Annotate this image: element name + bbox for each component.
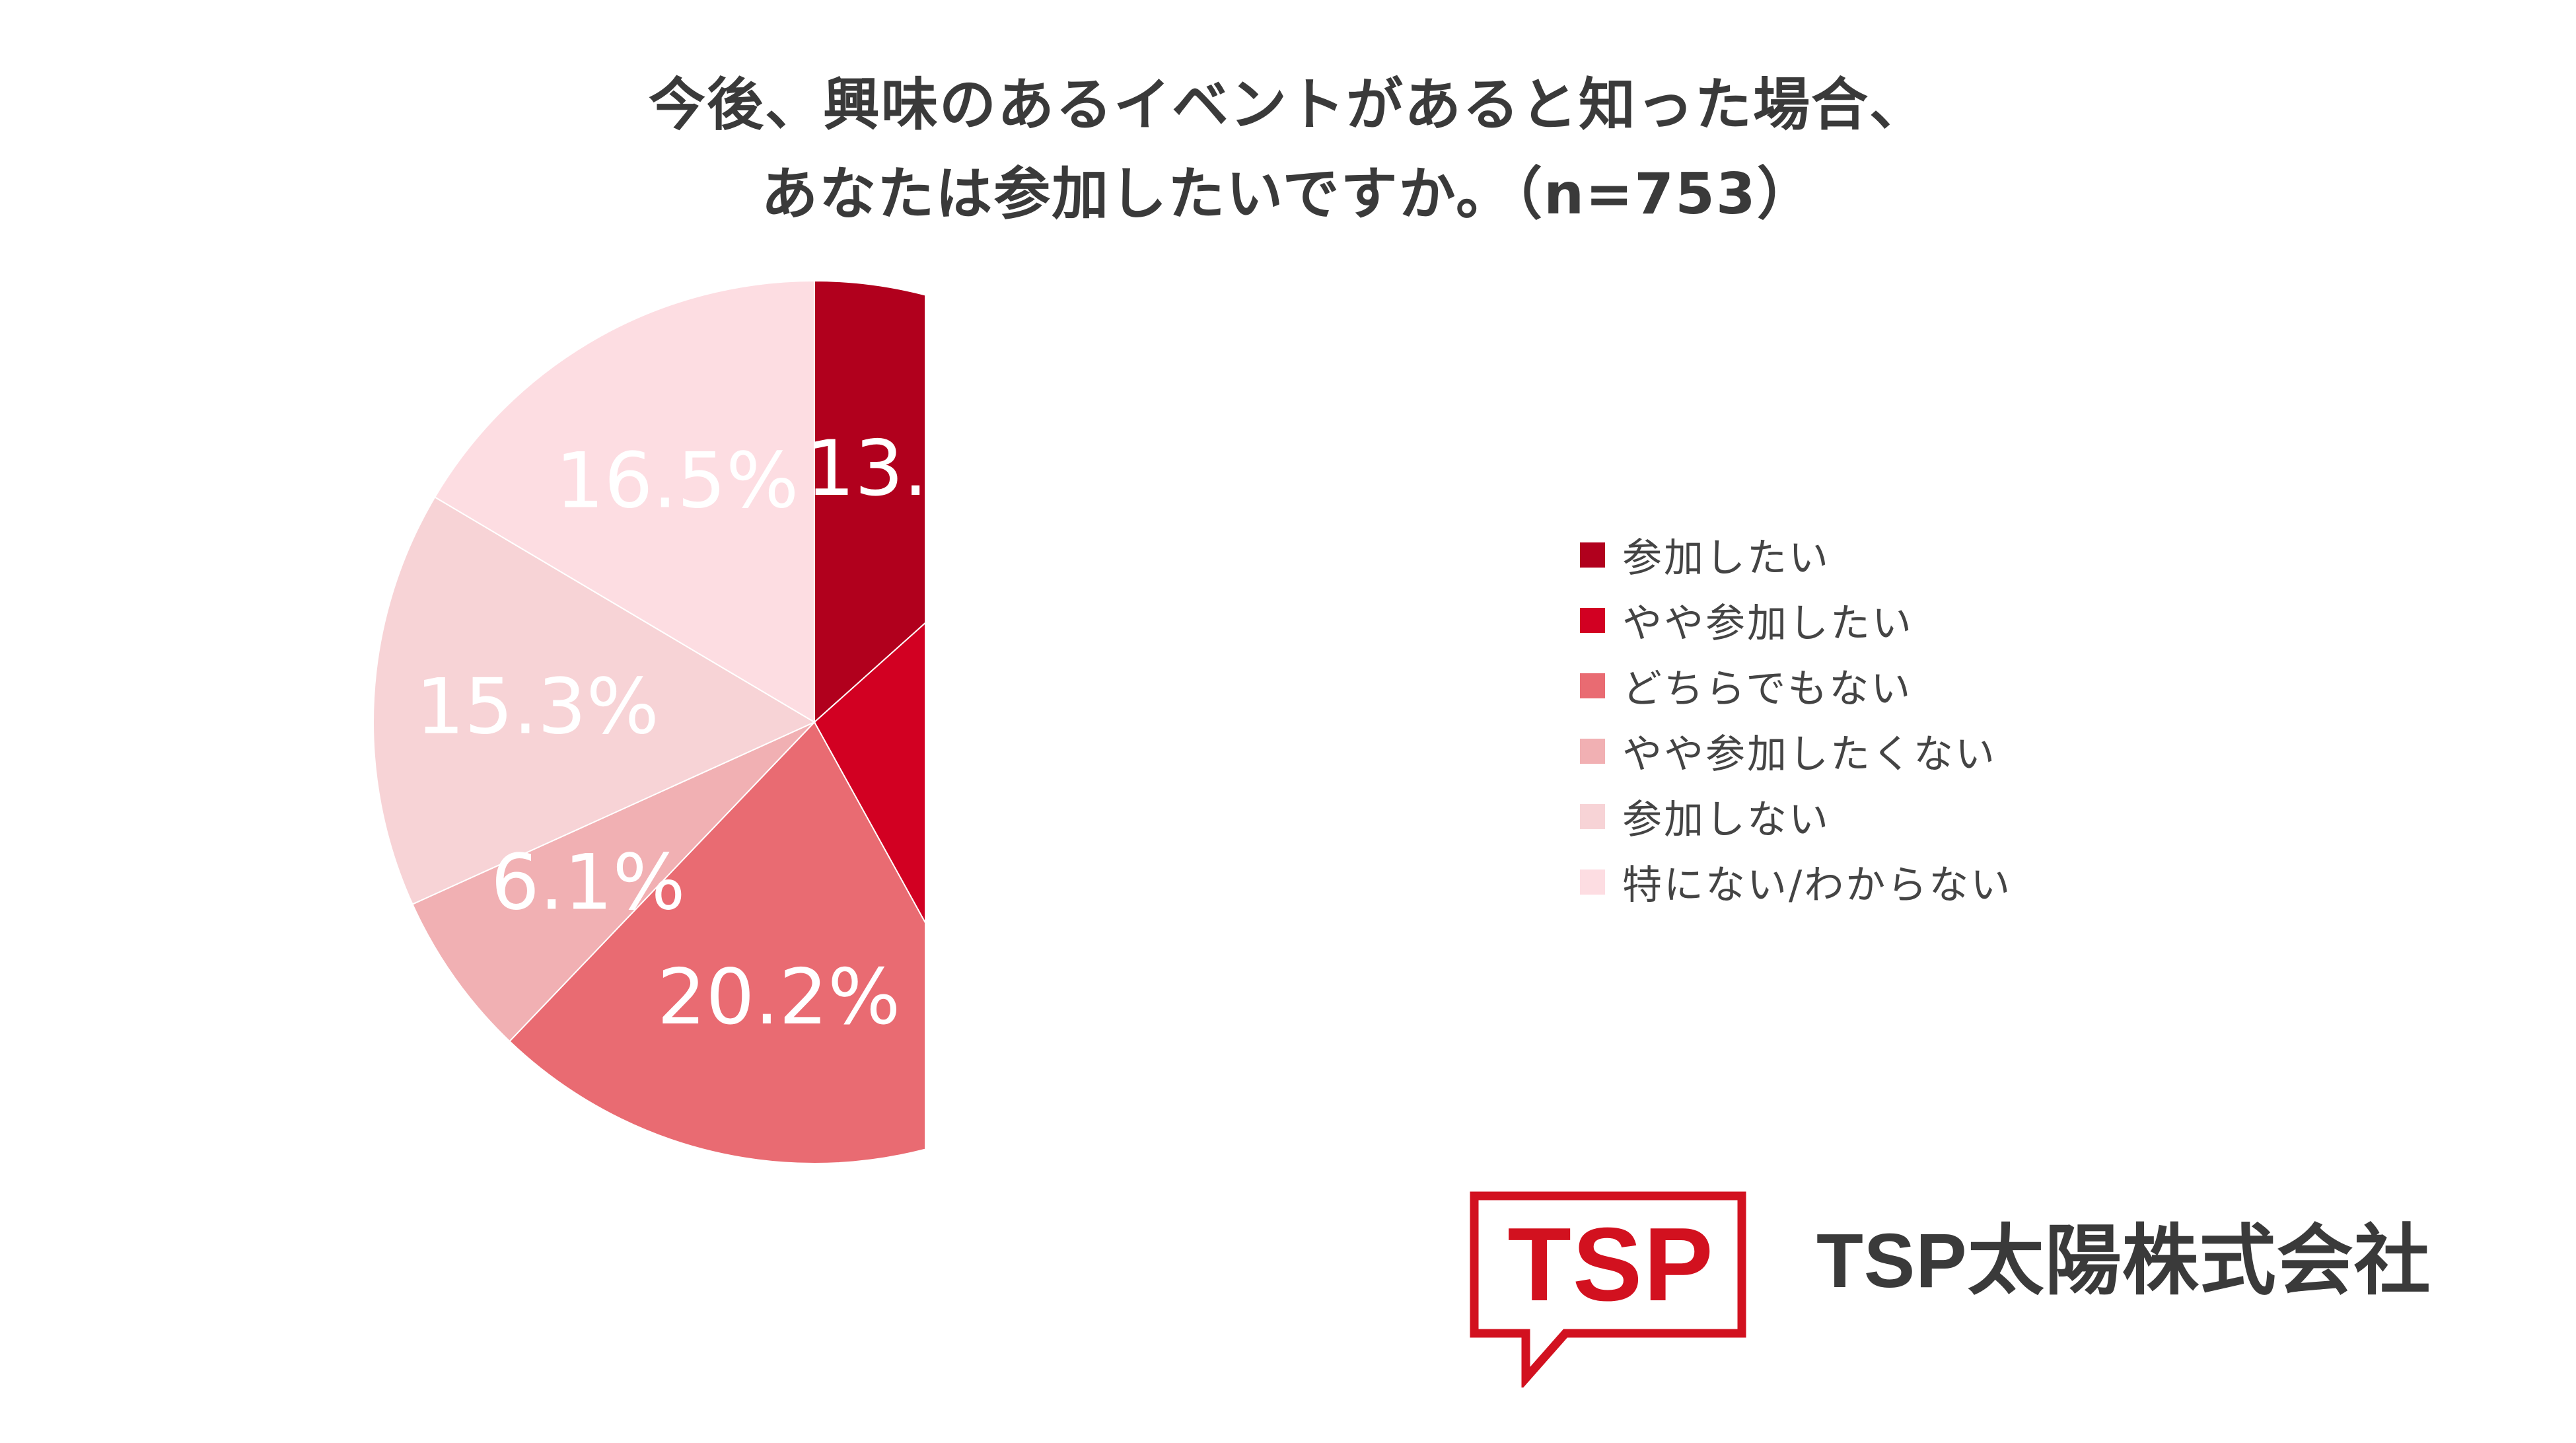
legend-swatch (1580, 542, 1605, 568)
legend-item-2: やや参加したい (1580, 587, 2012, 653)
legend-swatch (1580, 738, 1605, 764)
legend-swatch (1580, 673, 1605, 698)
pie-slice-6 (434, 279, 815, 723)
pie-slice-2 (813, 622, 925, 923)
legend-label: 参加しない (1622, 797, 1830, 843)
legend-label: どちらでもない (1622, 666, 1913, 712)
speech-bubble-icon (1470, 1191, 1746, 1390)
legend-swatch (1580, 803, 1605, 829)
legend-item-6: 特にない/わからない (1580, 849, 2012, 914)
legend-item-4: やや参加したくない (1580, 718, 2012, 784)
pie-data-labels: 13.4%28.6%20.2%6.1%15.3%16.5% (415, 424, 925, 1042)
pie-data-label-4: 6.1% (491, 838, 686, 927)
pie-data-label-3: 20.2% (657, 953, 901, 1042)
legend-label: やや参加したくない (1622, 731, 1997, 778)
pie-data-label-6: 16.5% (555, 437, 799, 526)
pie-chart: 13.4%28.6%20.2%6.1%15.3%16.5% (373, 279, 925, 1164)
legend: 参加したいやや参加したい どちらでもないやや参加したくない 参加しない特にない/わか… (1580, 522, 2012, 914)
logo-mark-text: TSP (1507, 1206, 1715, 1323)
pie-slice-5 (373, 496, 816, 905)
legend-label: 特にない/わからない (1622, 862, 2013, 908)
legend-swatch (1580, 607, 1605, 633)
legend-item-5: 参加しない (1580, 784, 2012, 849)
legend-label: やや参加したい (1622, 601, 1914, 647)
pie-data-label-5: 15.3% (415, 662, 659, 751)
company-name: TSP太陽株式会社 (1816, 1218, 2431, 1304)
tsp-logo: TSP (1468, 1189, 1748, 1390)
chart-title-line-1: 今後、興味のあるイベントがあると知った場合、 (649, 72, 1927, 138)
legend-label: 参加したい (1622, 535, 1830, 581)
pie-slice-4 (411, 722, 815, 1043)
pie-slice-1 (814, 279, 925, 724)
pie-slice-3 (509, 721, 925, 1164)
chart-title: 今後、興味のあるイベントがあると知った場合、 あなたは参加したいですか。（n=7… (0, 61, 2576, 239)
legend-item-3: どちらでもない (1580, 653, 2012, 718)
chart-title-line-2: あなたは参加したいですか。（n=753） (761, 161, 1815, 227)
legend-swatch (1580, 869, 1605, 895)
pie-data-label-1: 13.4% (806, 424, 925, 513)
legend-item-1: 参加したい (1580, 522, 2012, 587)
pie-slices (373, 279, 925, 1164)
